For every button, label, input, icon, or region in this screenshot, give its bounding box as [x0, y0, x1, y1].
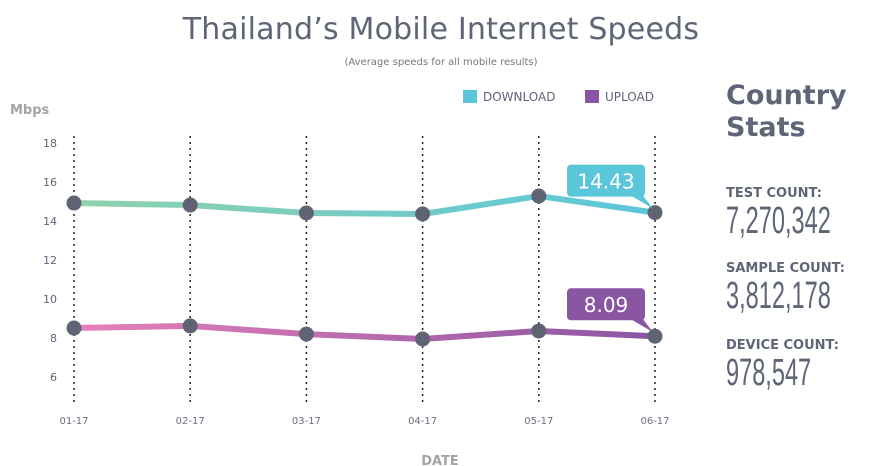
callout-box-upload — [567, 288, 645, 321]
y-tick-label: 12 — [43, 254, 57, 267]
country-stats: Country Stats TEST COUNT: 7,270,342 SAMPL… — [726, 80, 882, 393]
y-axis-label: Mbps — [10, 103, 50, 118]
y-tick-label: 18 — [43, 137, 57, 150]
sample-count-value: 3,812,178 — [726, 275, 831, 317]
data-point-upload — [531, 323, 547, 339]
data-point-download — [66, 195, 82, 211]
data-point-upload — [182, 318, 198, 334]
legend-swatch-download — [463, 90, 477, 103]
y-tick-label: 14 — [43, 215, 57, 228]
stats-heading: Country Stats — [726, 80, 882, 144]
x-tick-label: 01-17 — [59, 416, 88, 427]
data-point-download — [415, 206, 431, 222]
callout-pointer — [631, 319, 653, 333]
y-tick-label: 10 — [43, 293, 57, 306]
device-count-value: 978,547 — [726, 352, 812, 394]
legend-swatch-upload — [585, 90, 599, 103]
chart-title: Thailand’s Mobile Internet Speeds — [182, 12, 700, 47]
test-count-value: 7,270,342 — [726, 200, 831, 242]
data-point-download — [531, 188, 547, 204]
x-tick-label: 05-17 — [524, 416, 553, 427]
x-tick-label: 06-17 — [640, 416, 669, 427]
data-point-upload — [66, 320, 82, 336]
y-tick-label: 16 — [43, 176, 57, 189]
series-line-download — [73, 193, 656, 217]
test-count-label: TEST COUNT: — [726, 186, 822, 201]
series-line-upload — [73, 322, 656, 342]
callout-pointer — [631, 195, 653, 209]
legend-label-download: DOWNLOAD — [483, 90, 555, 104]
data-point-upload — [298, 326, 314, 342]
chart-subtitle: (Average speeds for all mobile results) — [344, 57, 538, 68]
sample-count-label: SAMPLE COUNT: — [726, 261, 845, 276]
callout-box-download — [567, 164, 645, 197]
device-count-label: DEVICE COUNT: — [726, 338, 839, 353]
data-point-download — [647, 205, 663, 221]
callout-value-upload: 8.09 — [584, 293, 629, 317]
x-axis-label: DATE — [421, 454, 459, 466]
data-point-download — [298, 205, 314, 221]
data-point-download — [182, 197, 198, 213]
data-point-upload — [647, 328, 663, 344]
legend-label-upload: UPLOAD — [605, 90, 654, 104]
line-chart: Mbps DATE 18 16 14 12 10 8 6 01-17 02-17 03-17 04-17… — [10, 90, 670, 466]
x-tick-label: 03-17 — [292, 416, 321, 427]
stats-heading-line1: Country — [726, 80, 847, 111]
x-tick-label: 04-17 — [408, 416, 437, 427]
x-tick-label: 02-17 — [176, 416, 205, 427]
y-tick-label: 8 — [50, 332, 57, 345]
stats-heading-line2: Stats — [726, 112, 806, 143]
data-point-upload — [415, 331, 431, 347]
callout-value-download: 14.43 — [577, 170, 634, 194]
y-tick-label: 6 — [50, 371, 57, 384]
